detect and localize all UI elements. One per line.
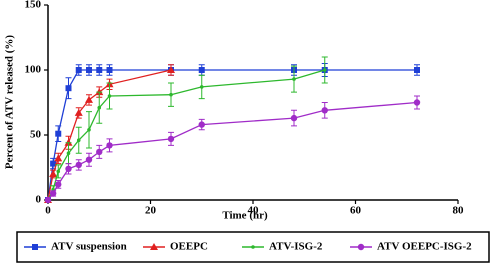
marker [97, 105, 102, 110]
marker [322, 68, 327, 72]
marker [75, 161, 82, 169]
marker [65, 165, 72, 172]
marker [198, 67, 205, 73]
marker [106, 142, 113, 149]
marker [55, 130, 62, 137]
marker [75, 67, 82, 73]
marker [96, 148, 103, 156]
marker [167, 66, 175, 73]
marker [87, 128, 91, 132]
legend-box [16, 231, 490, 263]
y-tick-label: 0 [36, 194, 42, 206]
marker [357, 243, 365, 251]
marker [76, 138, 81, 142]
marker [107, 94, 112, 98]
x-axis-label: Time (hr) [222, 210, 268, 222]
marker [55, 181, 62, 188]
y-tick-label: 100 [25, 64, 42, 76]
series-line [47, 101, 418, 201]
marker [49, 190, 57, 197]
x-tick-label: 80 [453, 205, 465, 217]
legend-label: ATV OEEPC-ISG-2 [377, 241, 472, 253]
marker [65, 85, 72, 92]
marker [96, 67, 103, 73]
marker [169, 92, 173, 97]
y-tick-label: 150 [25, 0, 42, 11]
x-tick-label: 40 [248, 205, 260, 217]
marker [32, 244, 38, 250]
x-tick-label: 0 [45, 205, 51, 217]
marker [413, 99, 421, 106]
legend-label: ATV-ISG-2 [269, 241, 323, 253]
marker [199, 85, 204, 89]
marker [251, 245, 255, 249]
marker [198, 121, 205, 128]
marker [49, 170, 58, 177]
marker [44, 196, 52, 204]
marker [167, 135, 175, 143]
marker [54, 154, 63, 162]
marker [150, 243, 158, 250]
marker [66, 151, 71, 155]
marker [290, 114, 298, 122]
marker [85, 95, 93, 103]
marker [414, 67, 420, 73]
marker [106, 67, 113, 73]
marker [85, 156, 93, 163]
y-tick-label: 50 [30, 129, 42, 141]
marker [50, 160, 57, 167]
marker [292, 77, 296, 81]
legend-label: OEEPC [170, 241, 208, 253]
marker [74, 108, 83, 116]
x-tick-label: 60 [350, 205, 362, 217]
y-axis-label: Percent of ATV released (%) [4, 35, 16, 170]
legend-label: ATV suspension [51, 241, 127, 253]
marker [321, 107, 328, 114]
series-line [47, 69, 325, 201]
marker [86, 67, 92, 73]
x-tick-label: 20 [145, 205, 157, 217]
marker [56, 169, 61, 174]
